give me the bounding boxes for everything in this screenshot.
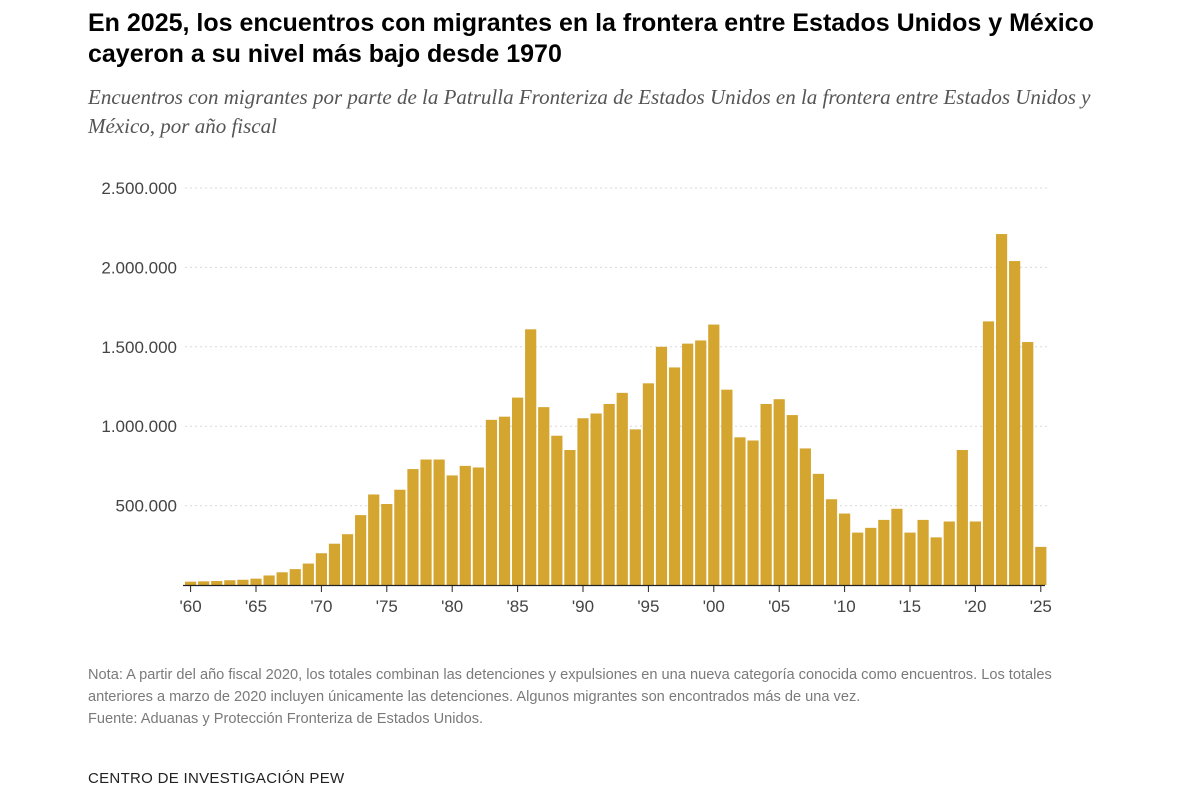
bar-1968 (289, 569, 301, 585)
bar-2001 (721, 389, 733, 585)
x-tick-label: '10 (834, 597, 856, 616)
bar-2014 (891, 508, 903, 585)
bar-2022 (995, 234, 1008, 585)
bar-1967 (276, 572, 288, 585)
bar-chart: 500.000 1.000.000 1.500.000 2.000.000 2.500.… (101, 179, 1052, 616)
x-tick-label: '65 (245, 597, 267, 616)
y-tick-label: 1.500.000 (101, 338, 177, 357)
bar-1974 (368, 494, 380, 585)
bar-1965 (250, 578, 262, 585)
bar-1977 (407, 469, 419, 585)
x-tick-label: '15 (899, 597, 921, 616)
bar-2004 (760, 403, 772, 585)
bar-2023 (1009, 261, 1021, 585)
x-tick-label: '25 (1030, 597, 1052, 616)
x-tick-label: '85 (507, 597, 529, 616)
chart-title: En 2025, los encuentros con migrantes en… (88, 9, 1094, 68)
bar-2008 (812, 473, 825, 585)
bar-1975 (381, 504, 393, 585)
bar-1992 (603, 403, 615, 585)
bar-2002 (734, 437, 746, 585)
bar-2011 (852, 532, 864, 585)
bar-1964 (237, 579, 249, 585)
bar-1979 (433, 459, 445, 585)
y-tick-label: 500.000 (116, 497, 177, 516)
bar-1998 (682, 343, 694, 585)
bar-2018 (943, 521, 955, 585)
bar-2000 (708, 324, 720, 585)
bar-1990 (577, 418, 589, 585)
bar-2016 (917, 519, 929, 585)
bar-1980 (446, 475, 458, 585)
bar-1981 (459, 465, 471, 585)
bar-2003 (747, 440, 759, 585)
bar-2021 (982, 321, 995, 585)
x-tick-label: '80 (441, 597, 463, 616)
bar-2017 (930, 537, 942, 585)
bar-2013 (878, 519, 890, 585)
bar-1966 (263, 575, 275, 585)
note-text: Nota: A partir del año fiscal 2020, los … (88, 667, 1052, 705)
x-tick-label: '90 (572, 597, 594, 616)
x-tick-label: '75 (376, 597, 398, 616)
bar-1969 (302, 563, 314, 585)
bar-2020 (969, 521, 981, 585)
bar-1982 (472, 467, 484, 585)
y-tick-label: 2.000.000 (101, 258, 177, 277)
bar-1996 (655, 346, 668, 585)
bar-2024 (1022, 342, 1034, 585)
bar-1962 (211, 581, 223, 585)
bar-1976 (394, 489, 406, 585)
bar-2006 (786, 415, 798, 585)
x-tick-label: '60 (180, 597, 202, 616)
bar-2009 (825, 499, 838, 585)
bar-1963 (224, 580, 236, 585)
bar-1993 (616, 392, 628, 585)
bar-2015 (904, 532, 916, 585)
bar-2007 (799, 448, 811, 585)
bar-1978 (420, 459, 432, 585)
source-text: Fuente: Aduanas y Protección Fronteriza … (88, 711, 484, 727)
bar-1986 (525, 329, 537, 585)
chart-footnote: Nota: A partir del año fiscal 2020, los … (88, 664, 1088, 730)
bar-1995 (642, 383, 654, 585)
bar-1985 (512, 397, 524, 585)
bar-1991 (590, 413, 602, 585)
chart-subtitle: Encuentros con migrantes por parte de la… (88, 85, 1091, 138)
bar-1983 (485, 419, 498, 585)
x-tick-label: '05 (768, 597, 790, 616)
bar-1972 (341, 534, 354, 585)
x-tick-label: '70 (310, 597, 332, 616)
bar-1988 (551, 435, 563, 585)
bar-2005 (773, 399, 785, 585)
bar-1989 (564, 450, 576, 585)
bar-1970 (315, 553, 327, 585)
x-tick-label: '95 (637, 597, 659, 616)
bar-1997 (668, 367, 681, 585)
bar-1971 (328, 543, 341, 585)
bar-1973 (355, 515, 367, 585)
bar-2019 (956, 450, 968, 585)
bar-1987 (538, 407, 550, 585)
bar-1960 (185, 581, 197, 585)
y-tick-label: 2.500.000 (101, 179, 177, 198)
y-tick-label: 1.000.000 (101, 417, 177, 436)
bar-1994 (629, 429, 641, 585)
organization-name: CENTRO DE INVESTIGACIÓN PEW (88, 770, 345, 787)
bar-2010 (839, 513, 851, 585)
x-tick-label: '20 (964, 597, 986, 616)
bar-1999 (695, 340, 707, 585)
x-tick-label: '00 (703, 597, 725, 616)
bar-2012 (865, 527, 877, 585)
bar-2025 (1035, 546, 1047, 585)
bar-1984 (498, 416, 511, 585)
bar-1961 (198, 581, 210, 585)
